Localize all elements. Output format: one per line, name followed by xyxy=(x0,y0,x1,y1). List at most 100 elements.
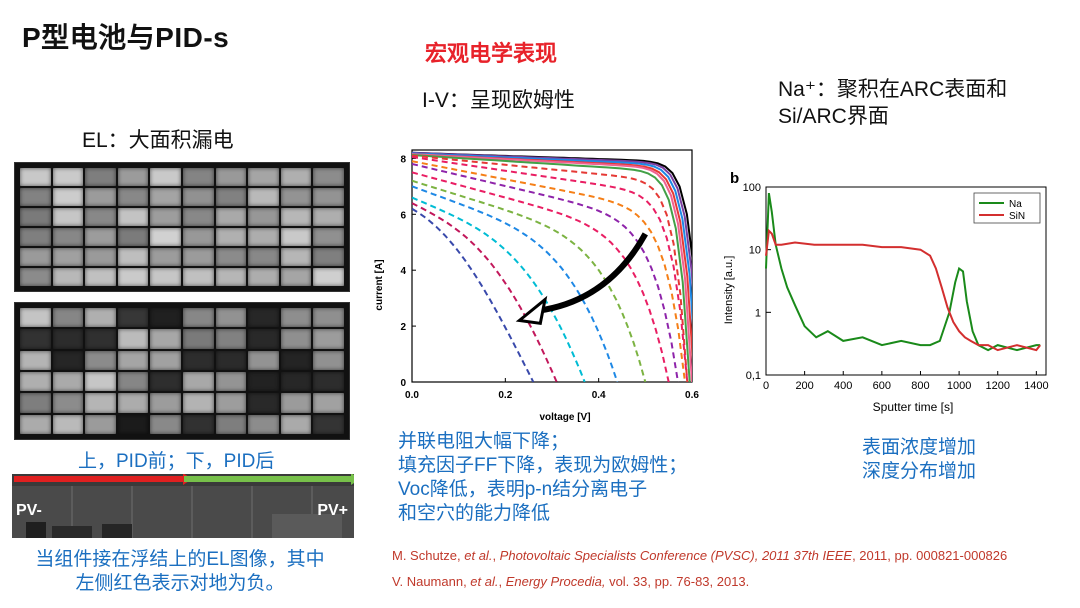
trend-arrow-icon xyxy=(515,295,548,325)
el-cell xyxy=(117,414,149,434)
el-cell xyxy=(117,228,149,246)
na-caption-line2: Si/ARC界面 xyxy=(778,105,889,128)
sims-depth-profile-chart: 0 200 400 600 800 1000 1200 14000,1110100NaSiN … xyxy=(723,170,1049,414)
el-cell xyxy=(52,248,84,266)
na-caption-line1: Na⁺：聚积在ARC表面和 xyxy=(778,78,1008,101)
legend-label-na: Na xyxy=(1009,199,1022,210)
sims-y-tick-label: 0,1 xyxy=(746,370,761,382)
el-cell xyxy=(85,188,116,206)
el-cell xyxy=(117,208,149,226)
sims-desc-line2: 深度分布增加 xyxy=(862,461,977,482)
el-cell xyxy=(85,414,116,434)
el-cell xyxy=(117,393,149,413)
el-cell xyxy=(52,329,84,349)
iv-description: 并联电阻大幅下降； 填充因子FF下降，表现为欧姆性； Voc降低，表明p-n结分… xyxy=(398,430,687,526)
el-cell xyxy=(215,188,247,206)
sims-desc-line1: 表面浓度增加 xyxy=(862,437,977,458)
el-cell xyxy=(280,168,312,186)
pv-minus-label: PV- xyxy=(16,502,42,519)
el-cell xyxy=(150,329,181,349)
iv-x-tick-label: 0.6 xyxy=(685,390,699,401)
iv-series-line xyxy=(412,163,679,382)
el-cell xyxy=(85,268,116,286)
el-cell xyxy=(150,248,181,266)
iv-series-line xyxy=(412,154,689,382)
floating-el-strip: PV- PV+ xyxy=(12,474,354,538)
green-arrow-icon xyxy=(351,474,354,485)
el-cell xyxy=(150,350,181,370)
reference-2: V. Naumann, et al., Energy Procedia, vol… xyxy=(392,574,749,589)
el-cell xyxy=(20,268,51,286)
el-cell xyxy=(52,208,84,226)
el-cell xyxy=(248,350,279,370)
el-cell xyxy=(85,372,116,392)
el-cell xyxy=(117,268,149,286)
el-cell xyxy=(215,248,247,266)
iv-series-line xyxy=(412,171,670,382)
el-cell xyxy=(150,188,181,206)
ref2-sep: , xyxy=(498,574,506,589)
el-cell xyxy=(52,188,84,206)
sims-y-axis-label: Intensity [a.u.] xyxy=(723,256,735,324)
iv-series-line xyxy=(412,207,535,382)
el-cell xyxy=(280,350,312,370)
el-cell xyxy=(52,168,84,186)
el-compare-caption: 上，PID前；下，PID后 xyxy=(78,451,275,472)
el-cell xyxy=(20,208,51,226)
el-cell xyxy=(215,329,247,349)
el-cell xyxy=(85,248,116,266)
sims-x-axis-label: Sputter time [s] xyxy=(873,400,954,414)
ref2-venue: Energy Procedia, xyxy=(505,574,606,589)
el-cell xyxy=(52,308,84,328)
el-cell xyxy=(52,268,84,286)
el-cell xyxy=(85,393,116,413)
iv-series-line xyxy=(412,202,558,382)
iv-caption: I-V：呈现欧姆性 xyxy=(422,89,575,112)
el-cell xyxy=(313,372,344,392)
sims-x-tick-label: 1000 xyxy=(947,380,971,392)
el-cell xyxy=(215,393,247,413)
iv-y-tick-label: 4 xyxy=(400,266,406,277)
el-cell xyxy=(117,372,149,392)
el-cell xyxy=(20,372,51,392)
el-cell xyxy=(183,350,214,370)
el-cell xyxy=(248,188,279,206)
iv-series-line xyxy=(412,185,619,382)
el-cell xyxy=(20,350,51,370)
el-cell xyxy=(117,350,149,370)
el-cell xyxy=(85,308,116,328)
ref2-details: vol. 33, pp. 76-83, 2013. xyxy=(605,574,750,589)
el-cell xyxy=(280,372,312,392)
el-cell xyxy=(248,393,279,413)
sims-x-tick-label: 800 xyxy=(911,380,929,392)
el-cell xyxy=(183,393,214,413)
strip-texture xyxy=(12,486,354,538)
el-cell-grid-before xyxy=(20,168,344,286)
el-cell xyxy=(280,268,312,286)
floating-desc-line1: 当组件接在浮结上的EL图像，其中 xyxy=(35,549,325,570)
el-cell xyxy=(248,208,279,226)
el-cell xyxy=(117,188,149,206)
el-cell xyxy=(52,372,84,392)
el-cell xyxy=(280,208,312,226)
iv-desc-line: 填充因子FF下降，表现为欧姆性； xyxy=(398,455,688,476)
el-cell xyxy=(150,414,181,434)
el-cell xyxy=(248,228,279,246)
sims-x-tick-label: 600 xyxy=(873,380,891,392)
el-cell xyxy=(183,414,214,434)
el-cell xyxy=(150,393,181,413)
el-cell xyxy=(313,329,344,349)
section-heading: 宏观电学表现 xyxy=(425,41,558,66)
legend-label-sin: SiN xyxy=(1009,211,1025,222)
el-cell xyxy=(248,372,279,392)
pv-plus-label: PV+ xyxy=(317,502,348,519)
el-cell xyxy=(280,393,312,413)
iv-series-line xyxy=(412,152,692,326)
el-cell xyxy=(150,168,181,186)
el-cell xyxy=(20,308,51,328)
el-cell xyxy=(313,228,344,246)
sims-description: 表面浓度增加 深度分布增加 xyxy=(862,436,976,484)
el-cell xyxy=(280,248,312,266)
sims-x-tick-label: 0 xyxy=(763,380,769,392)
el-cell xyxy=(280,188,312,206)
